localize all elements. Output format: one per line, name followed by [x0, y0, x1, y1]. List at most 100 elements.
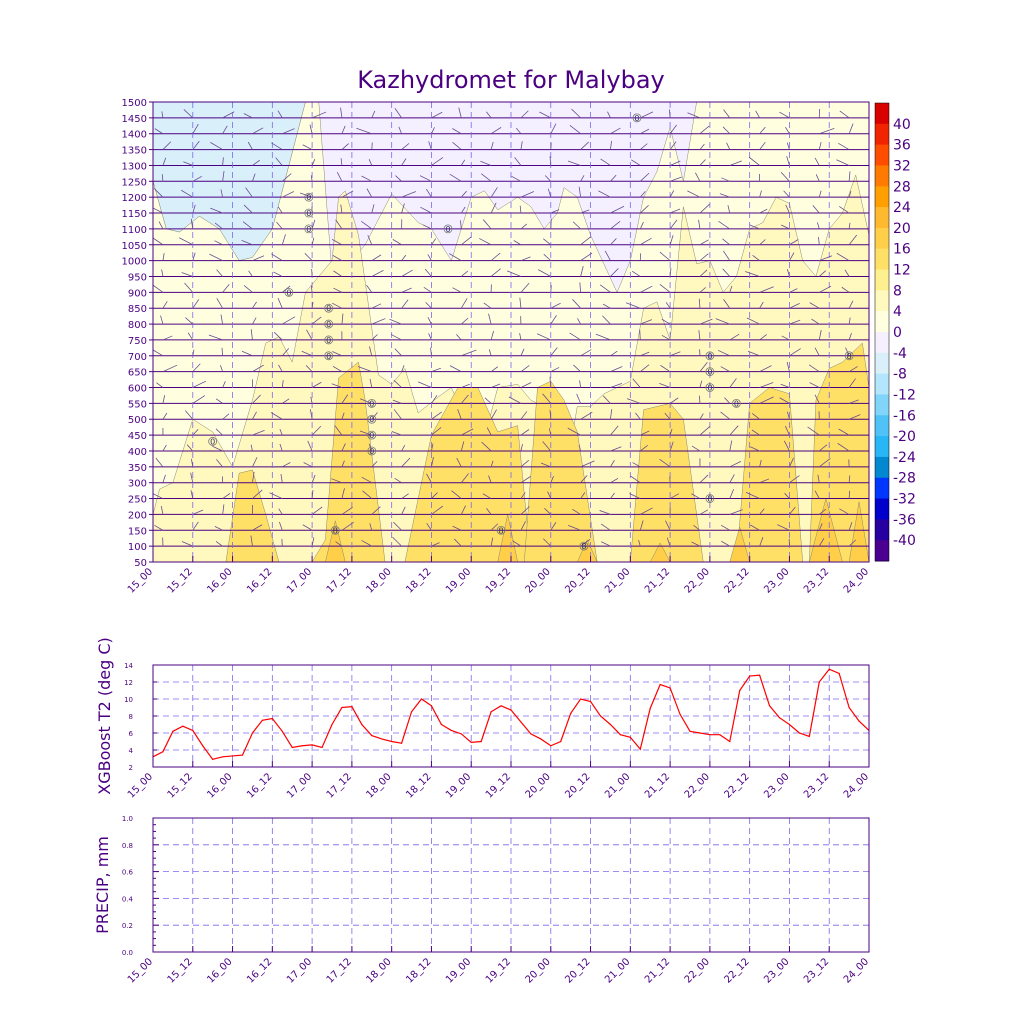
wind-barb: [630, 475, 641, 484]
wind-barb: [252, 255, 265, 261]
wind-barb: [759, 478, 770, 484]
wind-barb: [394, 108, 402, 119]
contour-label: 0: [210, 437, 215, 446]
wind-barb: [818, 538, 825, 547]
wind-barb: [241, 350, 253, 357]
contour-label-ring: [304, 224, 314, 234]
wind-barb: [311, 237, 315, 245]
wind-barb: [153, 493, 164, 499]
wind-barb: [722, 238, 731, 246]
wind-barb: [222, 493, 231, 499]
colorbar-label: -28: [893, 471, 916, 487]
wind-barb: [431, 492, 438, 499]
wind-barb: [600, 523, 611, 531]
wind-barb: [549, 409, 552, 420]
wind-barb: [279, 443, 283, 452]
wind-barb: [610, 220, 621, 230]
wind-barb: [431, 394, 438, 404]
wind-barb: [639, 221, 644, 230]
wind-barb: [848, 366, 858, 372]
wind-barb: [759, 141, 766, 150]
wind-barb: [520, 411, 528, 420]
wind-barb: [537, 269, 551, 277]
wind-barb: [299, 192, 313, 198]
wind-barb: [610, 382, 623, 388]
wind-barb: [638, 540, 641, 547]
wind-barb: [369, 523, 373, 531]
wind-barb: [848, 171, 851, 182]
wind-barb: [214, 222, 223, 230]
wind-barb: [153, 188, 164, 198]
wind-barb: [279, 521, 283, 531]
wind-barb: [759, 301, 764, 309]
wind-barb: [184, 282, 194, 293]
wind-barb: [486, 427, 492, 436]
wind-barb: [162, 395, 166, 404]
wind-barb: [281, 348, 290, 357]
wind-barb: [278, 364, 283, 372]
wind-barb: [341, 412, 345, 420]
wind-barb: [160, 505, 164, 515]
colorbar-label: 40: [893, 117, 911, 133]
wind-barb: [247, 141, 253, 150]
colorbar-label: 32: [893, 158, 911, 174]
wind-barb: [848, 539, 857, 547]
wind-barb: [490, 187, 498, 198]
wind-barb: [520, 282, 530, 293]
wind-barb: [819, 444, 828, 452]
wind-barb: [749, 224, 760, 230]
wind-barb: [334, 425, 343, 436]
colorbar-label: -24: [893, 450, 916, 466]
cross-section-xtick-label: 22_00: [683, 566, 712, 595]
wind-barb: [745, 271, 760, 277]
wind-barb: [640, 205, 649, 214]
wind-barb: [192, 349, 195, 356]
wind-barb: [311, 506, 323, 515]
wind-barb: [356, 127, 372, 135]
wind-barb: [789, 475, 800, 484]
wind-barb: [520, 492, 526, 499]
t2-xtick-label: 22_00: [683, 771, 712, 800]
wind-barb: [785, 204, 790, 214]
wind-barb: [550, 315, 557, 325]
colorbar-segment: [875, 436, 889, 458]
t2-xtick-label: 15_00: [126, 771, 155, 800]
wind-barb: [361, 476, 372, 484]
wind-barb: [281, 380, 284, 388]
wind-barb: [809, 382, 820, 388]
level-tick-label: 1500: [122, 98, 147, 109]
t2-point: [391, 740, 393, 743]
wind-barb: [252, 394, 261, 404]
wind-barb: [311, 537, 315, 547]
wind-barb: [839, 508, 850, 515]
cross-section-xtick-label: 16_00: [205, 566, 234, 595]
wind-barb: [818, 330, 822, 341]
wind-barb: [311, 159, 316, 166]
wind-barb: [659, 383, 671, 388]
wind-barb: [789, 239, 799, 246]
colorbar-segment: [875, 186, 889, 208]
wind-barb: [449, 253, 462, 261]
precip-xtick-label: 22_00: [683, 956, 712, 985]
wind-barb: [222, 125, 228, 134]
wind-barb: [729, 509, 743, 515]
wind-barb: [848, 123, 854, 134]
wind-barb: [579, 282, 582, 293]
wind-barb: [841, 286, 850, 293]
wind-barb: [699, 413, 704, 420]
cross-section-xtick-label: 15_12: [166, 566, 195, 595]
wind-barb: [848, 399, 859, 404]
wind-barb: [371, 412, 378, 420]
wind-barb: [192, 395, 206, 404]
wind-barb: [640, 237, 652, 246]
wind-barb: [550, 347, 558, 357]
wind-barb: [366, 284, 373, 293]
wind-barb: [431, 111, 443, 119]
wind-barb: [567, 160, 581, 166]
wind-barb: [162, 301, 168, 309]
t2-point: [162, 751, 164, 753]
wind-barb: [482, 219, 492, 230]
wind-barb: [190, 218, 194, 229]
wind-barb: [490, 460, 494, 467]
wind-barb: [309, 409, 313, 420]
